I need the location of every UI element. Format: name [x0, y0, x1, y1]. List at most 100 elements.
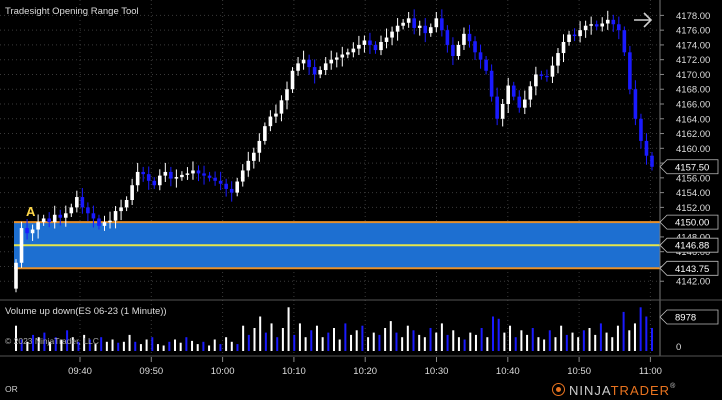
volume-bar-up — [355, 330, 358, 351]
candle-up — [113, 211, 118, 221]
candle-up — [384, 37, 389, 42]
volume-bar-up — [281, 328, 284, 351]
price-tick-label: 4174.00 — [676, 40, 710, 51]
volume-bar-down — [327, 332, 330, 351]
volume-bar-up — [435, 332, 438, 351]
candle-up — [285, 89, 289, 101]
candle-up — [506, 85, 511, 104]
volume-last-label-text: 8978 — [675, 313, 696, 324]
volume-bar-up — [440, 323, 443, 351]
volume-last-label-box — [659, 309, 719, 325]
volume-bar-down — [293, 334, 296, 351]
candle-up — [556, 53, 560, 66]
volume-bar-up — [128, 334, 131, 351]
scroll-right-arrow-icon[interactable] — [632, 10, 654, 30]
candle-down — [467, 33, 472, 42]
volume-bar-down — [264, 332, 267, 351]
candle-up — [130, 185, 134, 200]
candle-up — [323, 63, 328, 71]
candle-up — [329, 59, 334, 64]
opening-range-marker: A — [26, 204, 36, 219]
candle-up — [589, 24, 593, 26]
candle-up — [41, 218, 46, 223]
volume-bar-down — [599, 323, 602, 351]
price-tick-label: 4170.00 — [676, 70, 710, 81]
candle-up — [235, 181, 240, 193]
volume-bar-up — [350, 334, 353, 351]
volume-bar-down — [548, 330, 551, 351]
candle-up — [246, 160, 251, 171]
candle-up — [274, 113, 278, 117]
volume-bar-down — [117, 342, 120, 351]
volume-bar-up — [242, 325, 245, 351]
candle-up — [163, 171, 168, 176]
volume-bar-up — [503, 332, 506, 351]
volume-bar-up — [253, 328, 256, 351]
candle-down — [628, 52, 632, 90]
candle-down — [451, 44, 455, 56]
time-label: 09:40 — [68, 366, 92, 377]
price-tick-label: 4160.00 — [676, 144, 710, 155]
volume-bar-down — [43, 332, 46, 351]
price-tick-label: 4176.00 — [676, 26, 710, 37]
candlestick-series — [14, 9, 654, 293]
time-label: 10:20 — [353, 366, 377, 377]
candle-up — [500, 104, 505, 119]
volume-bar-down — [20, 339, 23, 351]
volume-bar-down — [492, 316, 494, 351]
volume-panel: 0 — [0, 299, 722, 357]
volume-bar-up — [111, 339, 114, 351]
candle-down — [617, 24, 621, 31]
volume-bar-up — [571, 332, 574, 351]
volume-bar-down — [310, 330, 313, 351]
candle-down — [511, 85, 516, 97]
volume-bar-up — [526, 334, 529, 351]
candle-up — [357, 44, 361, 49]
volume-bar-up — [139, 344, 142, 351]
candle-up — [119, 207, 123, 212]
candle-down — [307, 59, 311, 68]
candle-up — [157, 175, 162, 186]
volume-bar-up — [298, 323, 301, 351]
status-label: OR — [5, 384, 18, 394]
candle-up — [102, 222, 107, 226]
candle-up — [434, 18, 439, 28]
volume-bar-up — [372, 332, 375, 351]
volume-bar-down — [582, 330, 585, 351]
volume-bar-up — [611, 337, 614, 351]
candle-up — [268, 116, 273, 127]
volume-bar-up — [554, 337, 557, 351]
price-tick-label: 4154.00 — [676, 188, 710, 199]
candle-up — [36, 222, 40, 230]
volume-bar-down — [531, 328, 534, 351]
candle-up — [456, 44, 461, 56]
volume-bar-up — [594, 334, 597, 351]
opening-range-band — [14, 221, 660, 270]
candle-up — [180, 174, 184, 178]
price-tick-label: 4146.00 — [676, 247, 710, 258]
candle-down — [86, 207, 90, 214]
candle-down — [368, 40, 372, 45]
volume-bar-up — [191, 340, 194, 351]
candle-up — [257, 140, 262, 153]
volume-bar-up — [225, 337, 228, 351]
volume-bar-up — [179, 342, 182, 351]
candle-down — [412, 18, 416, 28]
volume-bar-up — [213, 339, 216, 351]
time-label: 10:40 — [496, 366, 520, 377]
volume-last-label: 8978 — [659, 309, 719, 325]
volume-bar-down — [185, 337, 188, 351]
price-tick-label: 4178.00 — [676, 11, 710, 22]
volume-bar-up — [560, 325, 563, 351]
volume-bar-up — [49, 341, 52, 351]
volume-bar-up — [94, 344, 97, 351]
candle-down — [80, 197, 85, 208]
price-tick-label: 4162.00 — [676, 129, 710, 140]
ninjatrader-logo: NINJATRADER® — [552, 383, 676, 398]
candle-up — [301, 59, 306, 64]
volume-bar-up — [37, 337, 40, 351]
volume-bar-down — [446, 334, 449, 351]
price-axis: 4178.00 4176.00 4174.00 4172.00 4170.00 4168.… — [659, 0, 710, 356]
volume-bar-up — [633, 323, 636, 351]
candle-up — [523, 99, 527, 108]
